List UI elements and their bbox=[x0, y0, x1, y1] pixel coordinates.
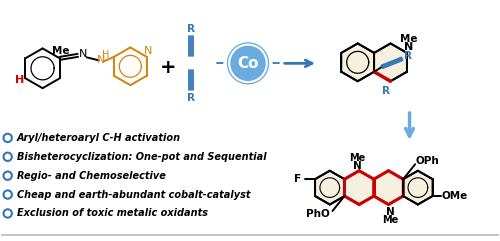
Text: N: N bbox=[404, 42, 413, 52]
Text: N: N bbox=[353, 161, 362, 171]
Text: Me: Me bbox=[382, 215, 398, 225]
Text: OMe: OMe bbox=[442, 191, 468, 201]
Text: Regio- and Chemoselective: Regio- and Chemoselective bbox=[16, 171, 166, 181]
Polygon shape bbox=[374, 171, 403, 205]
Polygon shape bbox=[344, 171, 374, 205]
Text: R: R bbox=[404, 51, 412, 61]
Text: H: H bbox=[14, 75, 24, 85]
Polygon shape bbox=[374, 43, 407, 81]
Text: Me: Me bbox=[52, 47, 70, 56]
Text: Co: Co bbox=[238, 56, 259, 71]
Text: N: N bbox=[144, 46, 152, 56]
Text: Me: Me bbox=[400, 34, 417, 44]
Text: N: N bbox=[386, 208, 395, 217]
Text: Aryl/heteroaryl C-H activation: Aryl/heteroaryl C-H activation bbox=[16, 133, 181, 143]
Text: H: H bbox=[102, 50, 110, 60]
Text: R: R bbox=[382, 86, 390, 96]
Polygon shape bbox=[342, 43, 374, 81]
Text: PhO: PhO bbox=[306, 209, 330, 219]
Text: N: N bbox=[96, 55, 105, 65]
Text: Cheap and earth-abundant cobalt-catalyst: Cheap and earth-abundant cobalt-catalyst bbox=[16, 190, 250, 200]
Text: Exclusion of toxic metalic oxidants: Exclusion of toxic metalic oxidants bbox=[16, 208, 208, 218]
Text: OPh: OPh bbox=[415, 156, 439, 166]
Text: Me: Me bbox=[349, 153, 366, 163]
Text: R: R bbox=[187, 93, 195, 103]
Text: R: R bbox=[187, 24, 195, 33]
Text: +: + bbox=[160, 58, 176, 77]
Text: F: F bbox=[294, 174, 300, 184]
Text: N: N bbox=[78, 49, 87, 59]
Polygon shape bbox=[403, 171, 432, 205]
Polygon shape bbox=[315, 171, 344, 205]
Circle shape bbox=[225, 40, 271, 86]
Text: Bisheterocyclization: One-pot and Sequential: Bisheterocyclization: One-pot and Sequen… bbox=[16, 152, 266, 162]
